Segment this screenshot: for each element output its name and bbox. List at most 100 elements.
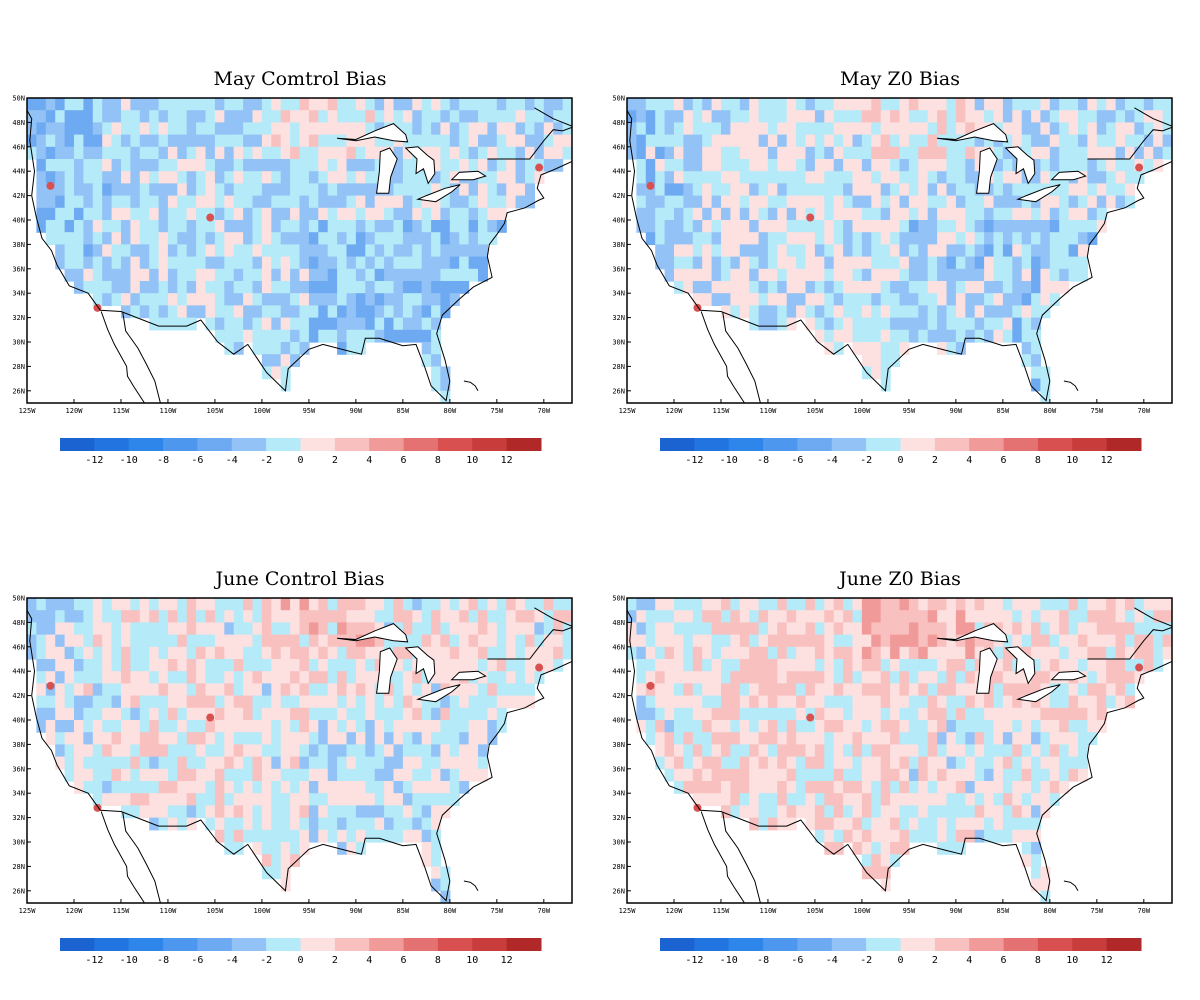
- baja-coast: [122, 312, 161, 403]
- colorbar-segment: [934, 438, 970, 451]
- colorbar-segment: [1072, 938, 1108, 951]
- baja-coast: [722, 312, 761, 403]
- lat-label: 48N: [12, 119, 25, 127]
- bias-hotspot: [806, 713, 815, 722]
- border-line: [487, 626, 572, 660]
- island-line: [463, 880, 479, 892]
- colorbar-segment: [231, 438, 267, 451]
- colorbar-segment: [197, 938, 233, 951]
- great-lake: [450, 170, 487, 181]
- lon-label: 125W: [19, 407, 37, 415]
- lon-label: 100W: [253, 907, 271, 915]
- panel-title: June Z0 Bias: [839, 568, 961, 590]
- lon-label: 70W: [1137, 407, 1150, 415]
- lat-label: 26N: [612, 887, 625, 895]
- colorbar-label: 8: [435, 455, 441, 466]
- great-lake: [1016, 684, 1061, 703]
- colorbar-label: 8: [1035, 455, 1041, 466]
- lon-label: 95W: [303, 907, 316, 915]
- colorbar-segment: [969, 938, 1005, 951]
- colorbar-label: 12: [1101, 455, 1113, 466]
- colorbar-label: -8: [157, 955, 169, 966]
- lat-label: 48N: [12, 619, 25, 627]
- colorbar-segment: [94, 438, 130, 451]
- lon-label: 95W: [303, 407, 316, 415]
- bias-hotspot: [646, 181, 655, 190]
- colorbar-label: 6: [1001, 955, 1007, 966]
- colorbar-label: 0: [897, 455, 903, 466]
- lat-label: 44N: [12, 668, 25, 676]
- colorbar-label: 10: [466, 455, 478, 466]
- colorbar-label: 6: [401, 955, 407, 966]
- colorbar-segment: [163, 438, 198, 451]
- colorbar-label: 2: [932, 955, 938, 966]
- bias-hotspot: [535, 663, 544, 672]
- lon-label: 110W: [160, 907, 178, 915]
- colorbar-segment: [1072, 438, 1108, 451]
- lon-label: 110W: [760, 907, 778, 915]
- border-line: [487, 126, 572, 160]
- border-line: [1087, 126, 1172, 160]
- lat-label: 28N: [612, 863, 625, 871]
- map-panel-4: June Z0 Bias 50N 48N 46N 44N 42N 40N 38N 36N 34N 3…: [600, 500, 1200, 1000]
- colorbar-segment: [1003, 438, 1039, 451]
- lon-label: 80W: [444, 907, 457, 915]
- great-lake: [416, 184, 461, 203]
- colorbar-label: 0: [297, 455, 303, 466]
- great-lake: [450, 670, 487, 681]
- colorbar-label: -12: [85, 955, 103, 966]
- lon-label: 80W: [444, 407, 457, 415]
- bias-hotspot: [206, 713, 215, 722]
- colorbar-label: -8: [757, 455, 769, 466]
- map-lines: [27, 107, 572, 403]
- island-line: [1063, 880, 1079, 892]
- lat-label: 36N: [612, 765, 625, 773]
- lat-label: 34N: [12, 790, 25, 798]
- colorbar-label: 12: [501, 455, 513, 466]
- colorbar-label: -6: [791, 455, 803, 466]
- lat-label: 42N: [12, 692, 25, 700]
- great-lake: [376, 647, 398, 694]
- colorbar-segment: [163, 938, 198, 951]
- colorbar-label: -2: [260, 455, 272, 466]
- lat-label: 38N: [12, 741, 25, 749]
- lon-label: 95W: [903, 407, 916, 415]
- lon-label: 115W: [713, 907, 731, 915]
- colorbar-label: 6: [1001, 455, 1007, 466]
- colorbar-segment: [763, 438, 798, 451]
- colorbar-segment: [506, 438, 542, 451]
- lon-label: 110W: [160, 407, 178, 415]
- lat-label: 38N: [612, 741, 625, 749]
- colorbar-segment: [1037, 438, 1073, 451]
- great-lake: [1004, 646, 1036, 685]
- colorbar-segment: [506, 938, 542, 951]
- colorbar-label: 6: [401, 455, 407, 466]
- lon-label: 100W: [853, 907, 871, 915]
- lon-label: 120W: [666, 407, 684, 415]
- colorbar-segment: [728, 438, 764, 451]
- lat-label: 40N: [612, 717, 625, 725]
- baja-coast: [700, 311, 745, 403]
- colorbar-label: 0: [897, 955, 903, 966]
- map-lines: [627, 107, 1172, 403]
- bias-hotspot: [1135, 163, 1144, 172]
- panel-title: June Control Bias: [215, 568, 385, 590]
- colorbar-segment: [1037, 938, 1073, 951]
- colorbar-segment: [900, 438, 936, 451]
- bias-field: [27, 598, 572, 903]
- lat-label: 28N: [612, 363, 625, 371]
- lat-label: 32N: [12, 314, 25, 322]
- colorbar-label: -2: [860, 455, 872, 466]
- colorbar-segment: [437, 938, 473, 951]
- baja-coast: [700, 811, 745, 903]
- coastline: [27, 109, 572, 402]
- lat-label: 42N: [612, 692, 625, 700]
- lat-label: 36N: [612, 265, 625, 273]
- colorbar-segment: [1106, 438, 1142, 451]
- lon-label: 100W: [253, 407, 271, 415]
- great-lake: [937, 623, 1009, 643]
- colorbar-segment: [334, 938, 370, 951]
- lon-label: 105W: [807, 907, 825, 915]
- lon-label: 70W: [537, 907, 550, 915]
- lon-label: 90W: [950, 907, 963, 915]
